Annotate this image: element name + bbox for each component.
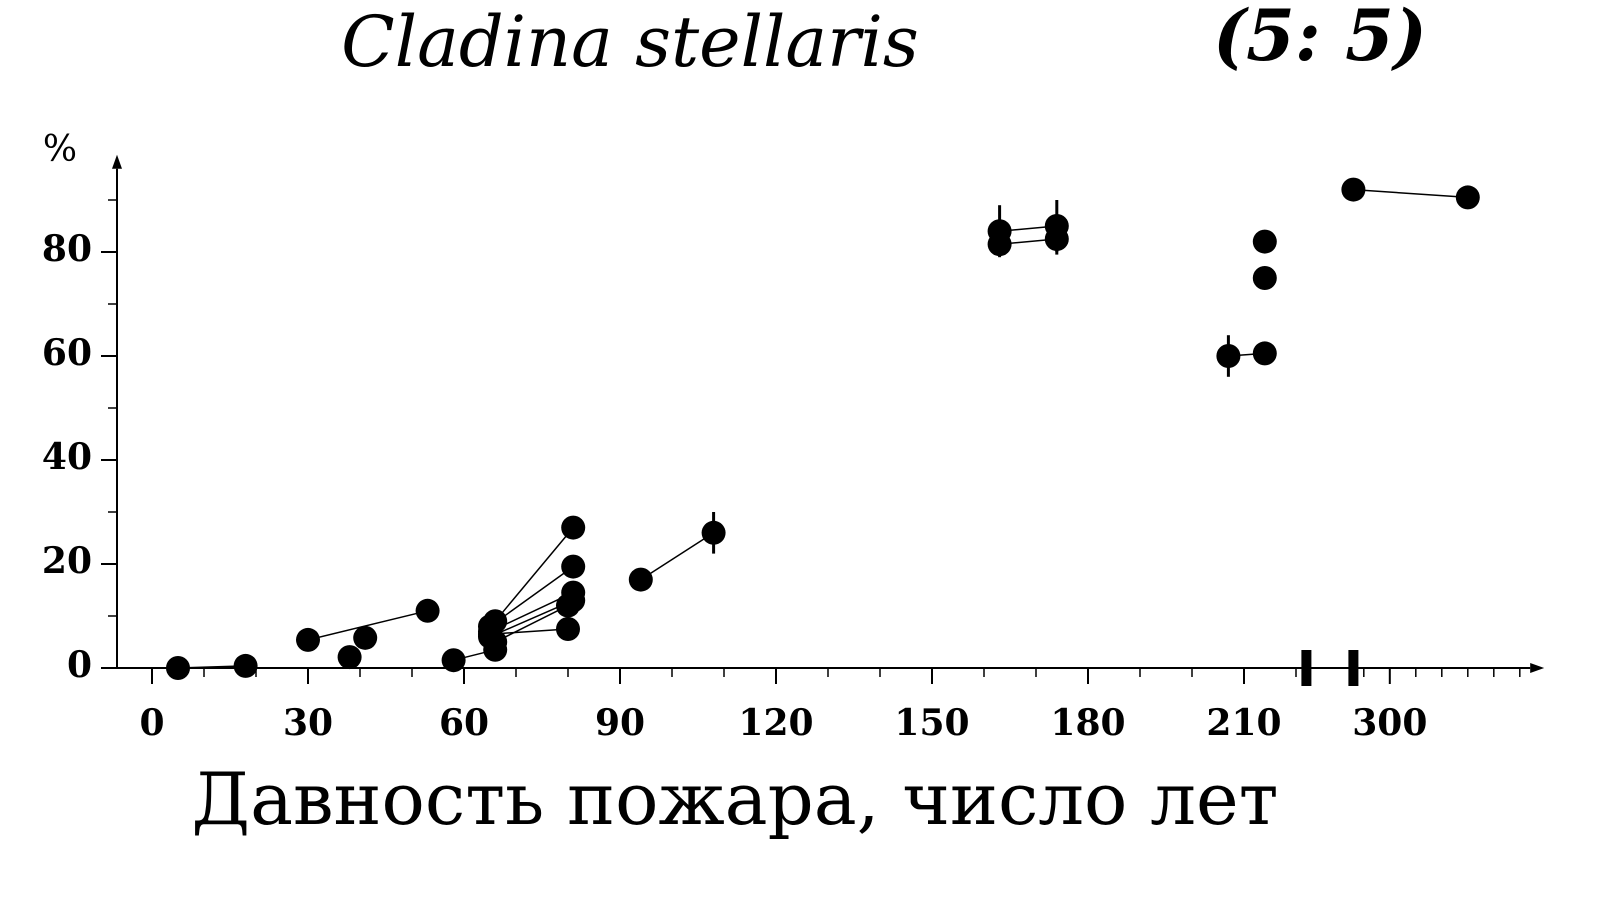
point <box>556 593 580 618</box>
x-tick-label: 210 <box>1206 702 1281 744</box>
x-tick-label: 60 <box>439 702 489 744</box>
point <box>1216 344 1241 368</box>
y-axis-arrow <box>112 154 122 169</box>
point <box>441 648 466 673</box>
connector <box>489 565 574 628</box>
connector <box>494 527 574 622</box>
point <box>561 515 586 540</box>
x-axis-arrow <box>1530 663 1545 673</box>
point <box>1341 177 1366 202</box>
point <box>1044 227 1069 251</box>
connector <box>640 532 715 581</box>
chart-subtitle: (5: 5) <box>1213 0 1427 77</box>
x-tick-label: 90 <box>595 702 645 744</box>
point <box>1252 266 1277 290</box>
y-axis-label: % <box>43 129 77 170</box>
y-tick-label: 20 <box>42 540 92 582</box>
point <box>561 554 586 579</box>
connector <box>494 604 569 643</box>
x-tick-label: 300 <box>1352 702 1427 744</box>
connector <box>1353 188 1468 199</box>
axis-break <box>1301 650 1312 686</box>
point <box>1252 341 1277 366</box>
connector <box>489 628 569 635</box>
point <box>987 232 1012 257</box>
point <box>628 567 653 592</box>
y-tick-label: 60 <box>42 332 92 374</box>
y-tick-label: 0 <box>67 644 92 686</box>
point <box>233 653 258 678</box>
axis-break <box>1348 650 1359 686</box>
point <box>701 520 726 545</box>
point <box>556 617 580 641</box>
x-tick-label: 150 <box>894 702 969 744</box>
point <box>1455 185 1480 210</box>
point <box>166 656 190 680</box>
y-tick-label: 80 <box>42 228 92 270</box>
x-tick-label: 180 <box>1050 702 1125 744</box>
x-tick-label: 0 <box>139 702 164 744</box>
x-axis-label: Давность пожара, число лет <box>192 757 1279 841</box>
point <box>353 625 378 650</box>
point <box>296 627 320 652</box>
point <box>1252 229 1277 254</box>
point <box>415 598 440 623</box>
x-tick-label: 30 <box>283 702 333 744</box>
point <box>337 645 362 670</box>
connector <box>307 610 428 641</box>
y-tick-label: 40 <box>42 436 92 478</box>
x-tick-label: 120 <box>738 702 813 744</box>
chart-title: Cladina stellaris <box>341 1 919 83</box>
point <box>478 622 502 647</box>
